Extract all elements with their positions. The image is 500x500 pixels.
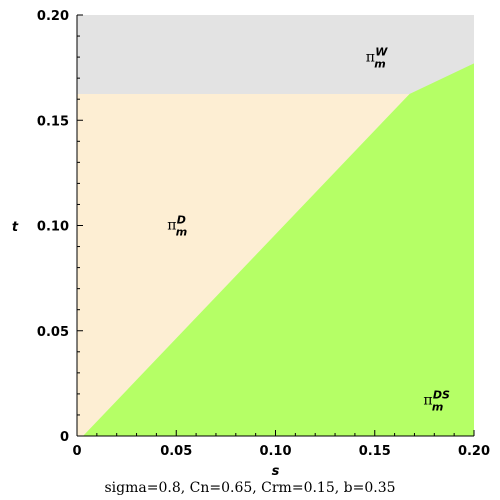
y-axis-label: t bbox=[12, 220, 19, 235]
x-tick-label: 0.15 bbox=[359, 444, 391, 459]
region-label-sup: DS bbox=[433, 388, 450, 401]
region-label-base: π bbox=[423, 392, 432, 408]
region-ds bbox=[82, 63, 474, 436]
y-tick-label: 0.15 bbox=[37, 114, 69, 129]
chart-caption: sigma=0.8, Cn=0.65, Crm=0.15, b=0.35 bbox=[104, 480, 395, 496]
region-label-sub: m bbox=[176, 226, 187, 239]
y-tick-label: 0.05 bbox=[37, 325, 69, 340]
x-axis-label: s bbox=[272, 464, 280, 479]
x-tick-label: 0.10 bbox=[259, 444, 291, 459]
region-label-sup: D bbox=[177, 214, 186, 227]
y-tick-label: 0 bbox=[60, 430, 69, 445]
y-tick-label: 0.10 bbox=[37, 220, 69, 235]
region-d bbox=[77, 93, 410, 436]
x-tick-label: 0.05 bbox=[160, 444, 192, 459]
region-label-base: π bbox=[167, 218, 176, 234]
region-label-sub: m bbox=[374, 57, 385, 70]
region-label-sub: m bbox=[432, 400, 443, 413]
x-tick-label: 0 bbox=[72, 444, 81, 459]
region-w bbox=[77, 15, 474, 94]
regions-layer bbox=[77, 15, 474, 436]
y-tick-label: 0.20 bbox=[37, 9, 69, 24]
region-label-d: π mD bbox=[167, 214, 187, 239]
region-label-ds: π mDS bbox=[423, 388, 450, 413]
x-tick-label: 0.20 bbox=[458, 444, 490, 459]
region-label-w: π mW bbox=[366, 45, 389, 70]
ticks: 0 0.05 0.10 0.15 0.20 0 0.05 0.10 0.15 0.20 bbox=[37, 9, 490, 459]
region-labels: π mWπ mDπ mDS bbox=[167, 45, 450, 413]
region-label-sup: W bbox=[375, 45, 388, 58]
region-label-base: π bbox=[366, 49, 375, 65]
